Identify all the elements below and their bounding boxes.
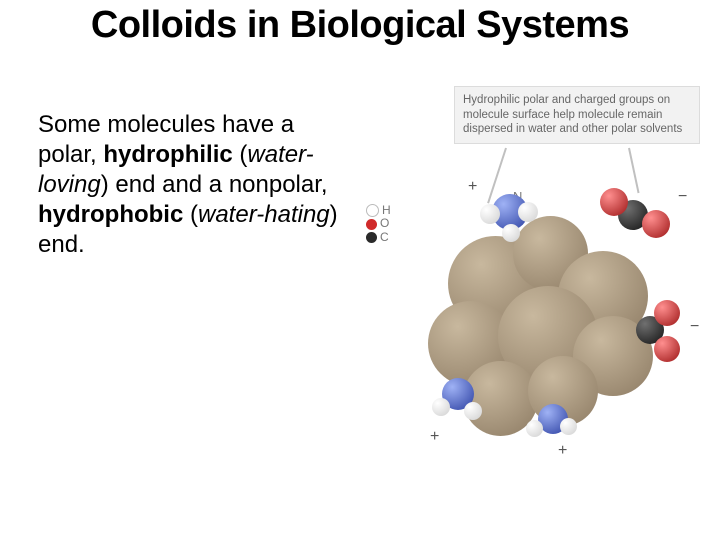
- legend: H O C: [366, 204, 391, 244]
- paren2-open: (: [183, 201, 198, 228]
- callout-line-right: [628, 148, 640, 193]
- page-title: Colloids in Biological Systems: [0, 4, 720, 47]
- atom-hydrogen: [560, 418, 577, 435]
- term-hydrophilic: hydrophilic: [103, 141, 232, 168]
- charge-plus: +: [430, 428, 439, 446]
- atom-hydrogen: [480, 204, 500, 224]
- term-hydrophobic: hydrophobic: [38, 201, 183, 228]
- paren1-close: ) end and a nonpolar,: [101, 171, 328, 198]
- legend-c: C: [366, 231, 391, 244]
- atom-hydrogen: [432, 398, 450, 416]
- molecule-cluster: [398, 206, 688, 436]
- atom-hydrogen: [526, 420, 543, 437]
- charge-plus: +: [558, 442, 567, 460]
- atom-hydrogen: [502, 224, 520, 242]
- atom-oxygen: [600, 188, 628, 216]
- atom-hydrogen: [518, 202, 538, 222]
- atom-hydrogen: [464, 402, 482, 420]
- atom-oxygen: [642, 210, 670, 238]
- charge-minus: −: [690, 318, 699, 336]
- atom-oxygen: [654, 300, 680, 326]
- figure-caption: Hydrophilic polar and charged groups on …: [454, 86, 700, 144]
- paren2-italic: water-hating: [198, 201, 330, 228]
- legend-h: H: [366, 204, 391, 217]
- charge-minus: −: [678, 188, 687, 206]
- molecule-figure: Hydrophilic polar and charged groups on …: [368, 86, 708, 446]
- body-paragraph: Some molecules have a polar, hydrophilic…: [38, 110, 358, 260]
- charge-plus: +: [468, 178, 477, 196]
- paren1-open: (: [233, 141, 248, 168]
- atom-oxygen: [654, 336, 680, 362]
